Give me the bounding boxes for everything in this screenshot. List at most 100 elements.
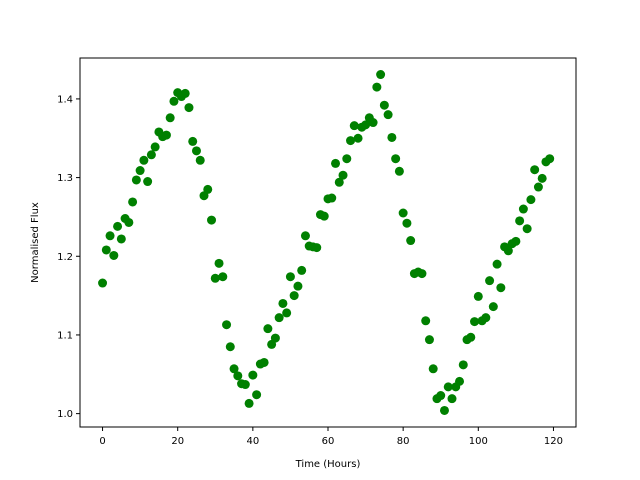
data-point bbox=[210, 273, 220, 283]
data-point bbox=[526, 195, 536, 205]
data-point bbox=[252, 390, 262, 400]
data-point bbox=[248, 370, 258, 380]
data-point bbox=[297, 265, 307, 275]
plot-frame bbox=[79, 57, 577, 428]
y-axis-ticks: 1.0 1.1 1.2 1.3 1.4 bbox=[57, 94, 80, 420]
data-point bbox=[195, 155, 205, 165]
data-point bbox=[361, 120, 371, 130]
data-points bbox=[98, 70, 555, 415]
data-point bbox=[263, 324, 273, 334]
data-point bbox=[492, 259, 502, 269]
data-point bbox=[485, 276, 495, 286]
data-point bbox=[421, 316, 431, 326]
data-point bbox=[184, 103, 194, 113]
data-point bbox=[139, 155, 149, 165]
y-tick-label: 1.2 bbox=[57, 252, 73, 263]
data-point bbox=[128, 197, 138, 207]
data-point bbox=[376, 70, 386, 80]
data-point bbox=[278, 298, 288, 308]
data-point bbox=[488, 302, 498, 312]
data-point bbox=[131, 175, 141, 185]
data-point bbox=[383, 110, 393, 120]
data-point bbox=[113, 221, 123, 231]
y-tick-label: 1.3 bbox=[57, 173, 73, 184]
data-point bbox=[424, 335, 434, 345]
x-axis-ticks: 0 20 40 60 80 100 120 bbox=[99, 427, 563, 447]
x-axis-label: Time (Hours) bbox=[295, 459, 361, 470]
data-point bbox=[222, 320, 232, 330]
data-point bbox=[229, 364, 239, 374]
data-point bbox=[346, 136, 356, 146]
data-point bbox=[338, 170, 348, 180]
data-point bbox=[533, 182, 543, 192]
x-tick-label: 120 bbox=[544, 436, 563, 447]
data-point bbox=[150, 142, 160, 152]
y-tick-label: 1.0 bbox=[57, 409, 73, 420]
data-point bbox=[161, 130, 171, 140]
data-point bbox=[518, 204, 528, 214]
data-point bbox=[398, 208, 408, 218]
data-point bbox=[225, 342, 235, 352]
data-point bbox=[428, 364, 438, 374]
data-point bbox=[331, 158, 341, 168]
data-point bbox=[530, 165, 540, 175]
data-point bbox=[353, 133, 363, 143]
data-point bbox=[334, 177, 344, 187]
data-point bbox=[233, 371, 243, 381]
data-point bbox=[289, 291, 299, 301]
data-point bbox=[203, 184, 213, 194]
data-point bbox=[124, 217, 134, 227]
data-point bbox=[105, 231, 115, 241]
data-point bbox=[436, 391, 446, 401]
data-point bbox=[259, 357, 269, 367]
data-point bbox=[293, 281, 303, 291]
x-tick-label: 80 bbox=[397, 436, 410, 447]
data-point bbox=[402, 218, 412, 228]
data-point bbox=[503, 246, 513, 256]
data-point bbox=[466, 332, 476, 342]
data-point bbox=[285, 272, 295, 282]
data-point bbox=[515, 216, 525, 226]
data-point bbox=[522, 224, 532, 234]
data-point bbox=[207, 215, 217, 225]
data-point bbox=[417, 269, 427, 279]
data-point bbox=[191, 146, 201, 156]
data-point bbox=[394, 166, 404, 176]
data-point bbox=[300, 231, 310, 241]
data-point bbox=[214, 258, 224, 268]
data-point bbox=[312, 243, 322, 253]
data-point bbox=[218, 272, 228, 282]
data-point bbox=[443, 382, 453, 392]
data-point bbox=[481, 313, 491, 323]
y-tick-label: 1.1 bbox=[57, 330, 73, 341]
data-point bbox=[342, 154, 352, 164]
data-point bbox=[109, 250, 119, 260]
data-point bbox=[545, 154, 555, 164]
data-point bbox=[146, 150, 156, 160]
data-point bbox=[387, 132, 397, 142]
data-point bbox=[537, 173, 547, 183]
data-point bbox=[458, 360, 468, 370]
data-point bbox=[143, 177, 153, 187]
data-point bbox=[319, 211, 329, 221]
data-point bbox=[101, 245, 111, 255]
data-point bbox=[470, 317, 480, 327]
data-point bbox=[439, 405, 449, 415]
data-point bbox=[169, 96, 179, 106]
data-point bbox=[165, 113, 175, 123]
x-tick-label: 0 bbox=[99, 436, 105, 447]
data-point bbox=[406, 236, 416, 246]
y-tick-label: 1.4 bbox=[57, 94, 73, 105]
data-point bbox=[327, 193, 337, 203]
data-point bbox=[379, 100, 389, 110]
x-tick-label: 40 bbox=[246, 436, 259, 447]
data-point bbox=[496, 283, 506, 293]
data-point bbox=[447, 394, 457, 404]
data-point bbox=[188, 136, 198, 146]
data-point bbox=[135, 166, 145, 176]
data-point bbox=[349, 121, 359, 131]
data-point bbox=[180, 88, 190, 98]
data-point bbox=[274, 313, 284, 323]
